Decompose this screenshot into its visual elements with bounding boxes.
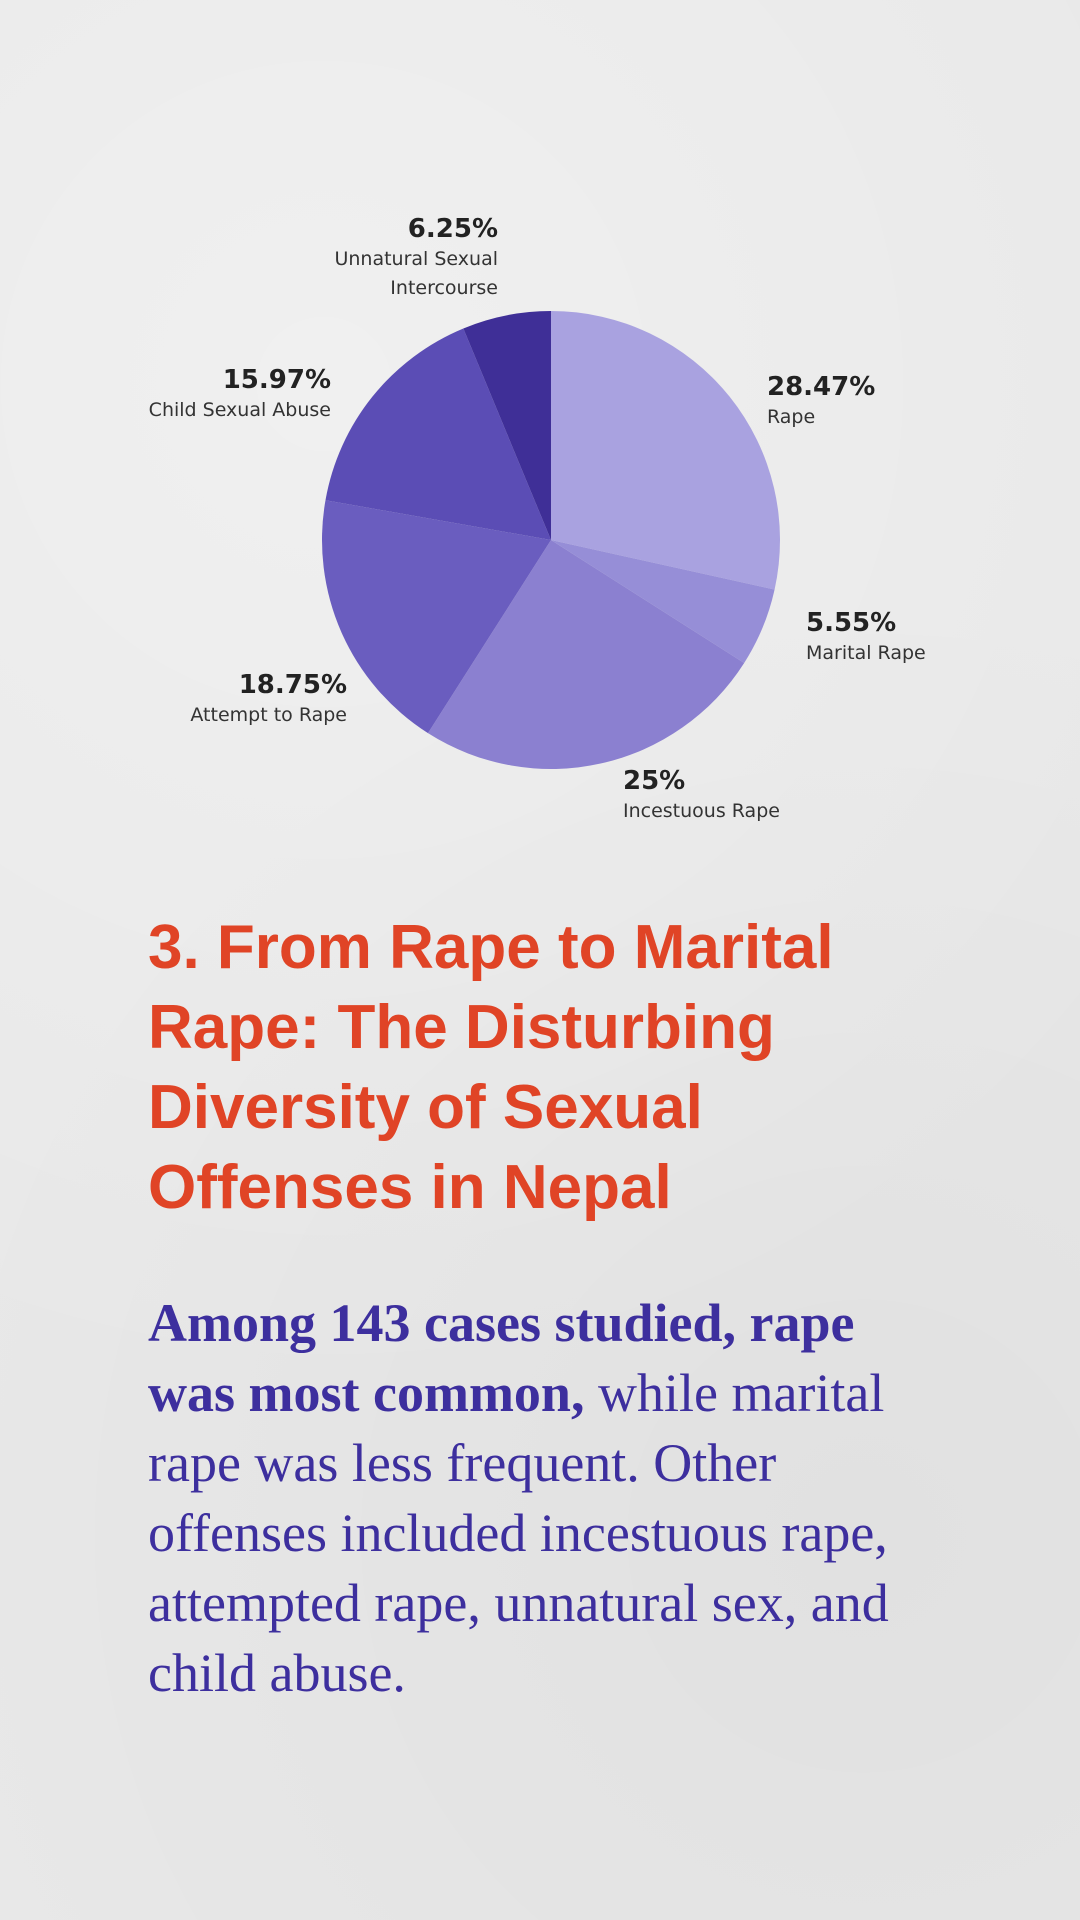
pie-slices bbox=[322, 311, 780, 769]
pie-slice-marital-rape bbox=[551, 540, 775, 663]
slice-value-label: 15.97% bbox=[223, 365, 331, 395]
slice-category-label: Attempt to Rape bbox=[190, 704, 347, 726]
slice-value-label: 18.75% bbox=[239, 670, 347, 700]
slice-value-label: 6.25% bbox=[408, 214, 498, 244]
slice-category-label: Marital Rape bbox=[806, 642, 926, 664]
body-regular-text: while marital rape was less frequent. Ot… bbox=[148, 1363, 889, 1703]
slice-category-label: Child Sexual Abuse bbox=[149, 399, 331, 421]
pie-chart: 28.47% Rape 5.55% Marital Rape 25% Incestuous… bbox=[149, 214, 926, 822]
slice-category-label: Intercourse bbox=[390, 277, 498, 299]
pie-labels: 28.47% Rape 5.55% Marital Rape 25% Incestuous… bbox=[149, 214, 926, 822]
pie-slice-child-sexual-abuse bbox=[325, 328, 551, 540]
slice-category-label: Incestuous Rape bbox=[623, 800, 780, 822]
heading: 3. From Rape to Marital Rape: The Distur… bbox=[148, 913, 834, 1222]
slice-value-label: 28.47% bbox=[767, 372, 875, 402]
pie-slice-attempt-to-rape bbox=[322, 500, 551, 734]
slice-category-label: Unnatural Sexual bbox=[334, 248, 498, 270]
pie-slice-unnatural-sexual-intercourse bbox=[463, 311, 551, 540]
slice-category-label: Rape bbox=[767, 406, 815, 428]
slice-value-label: 5.55% bbox=[806, 608, 896, 638]
body-paragraph: Among 143 cases studied, rape was most c… bbox=[148, 1288, 948, 1708]
pie-slice-incestuous-rape bbox=[427, 540, 745, 769]
body-bold-text: Among 143 cases studied, rape was most c… bbox=[148, 1293, 855, 1423]
slice-value-label: 25% bbox=[623, 766, 685, 796]
pie-slice-rape bbox=[551, 311, 780, 590]
